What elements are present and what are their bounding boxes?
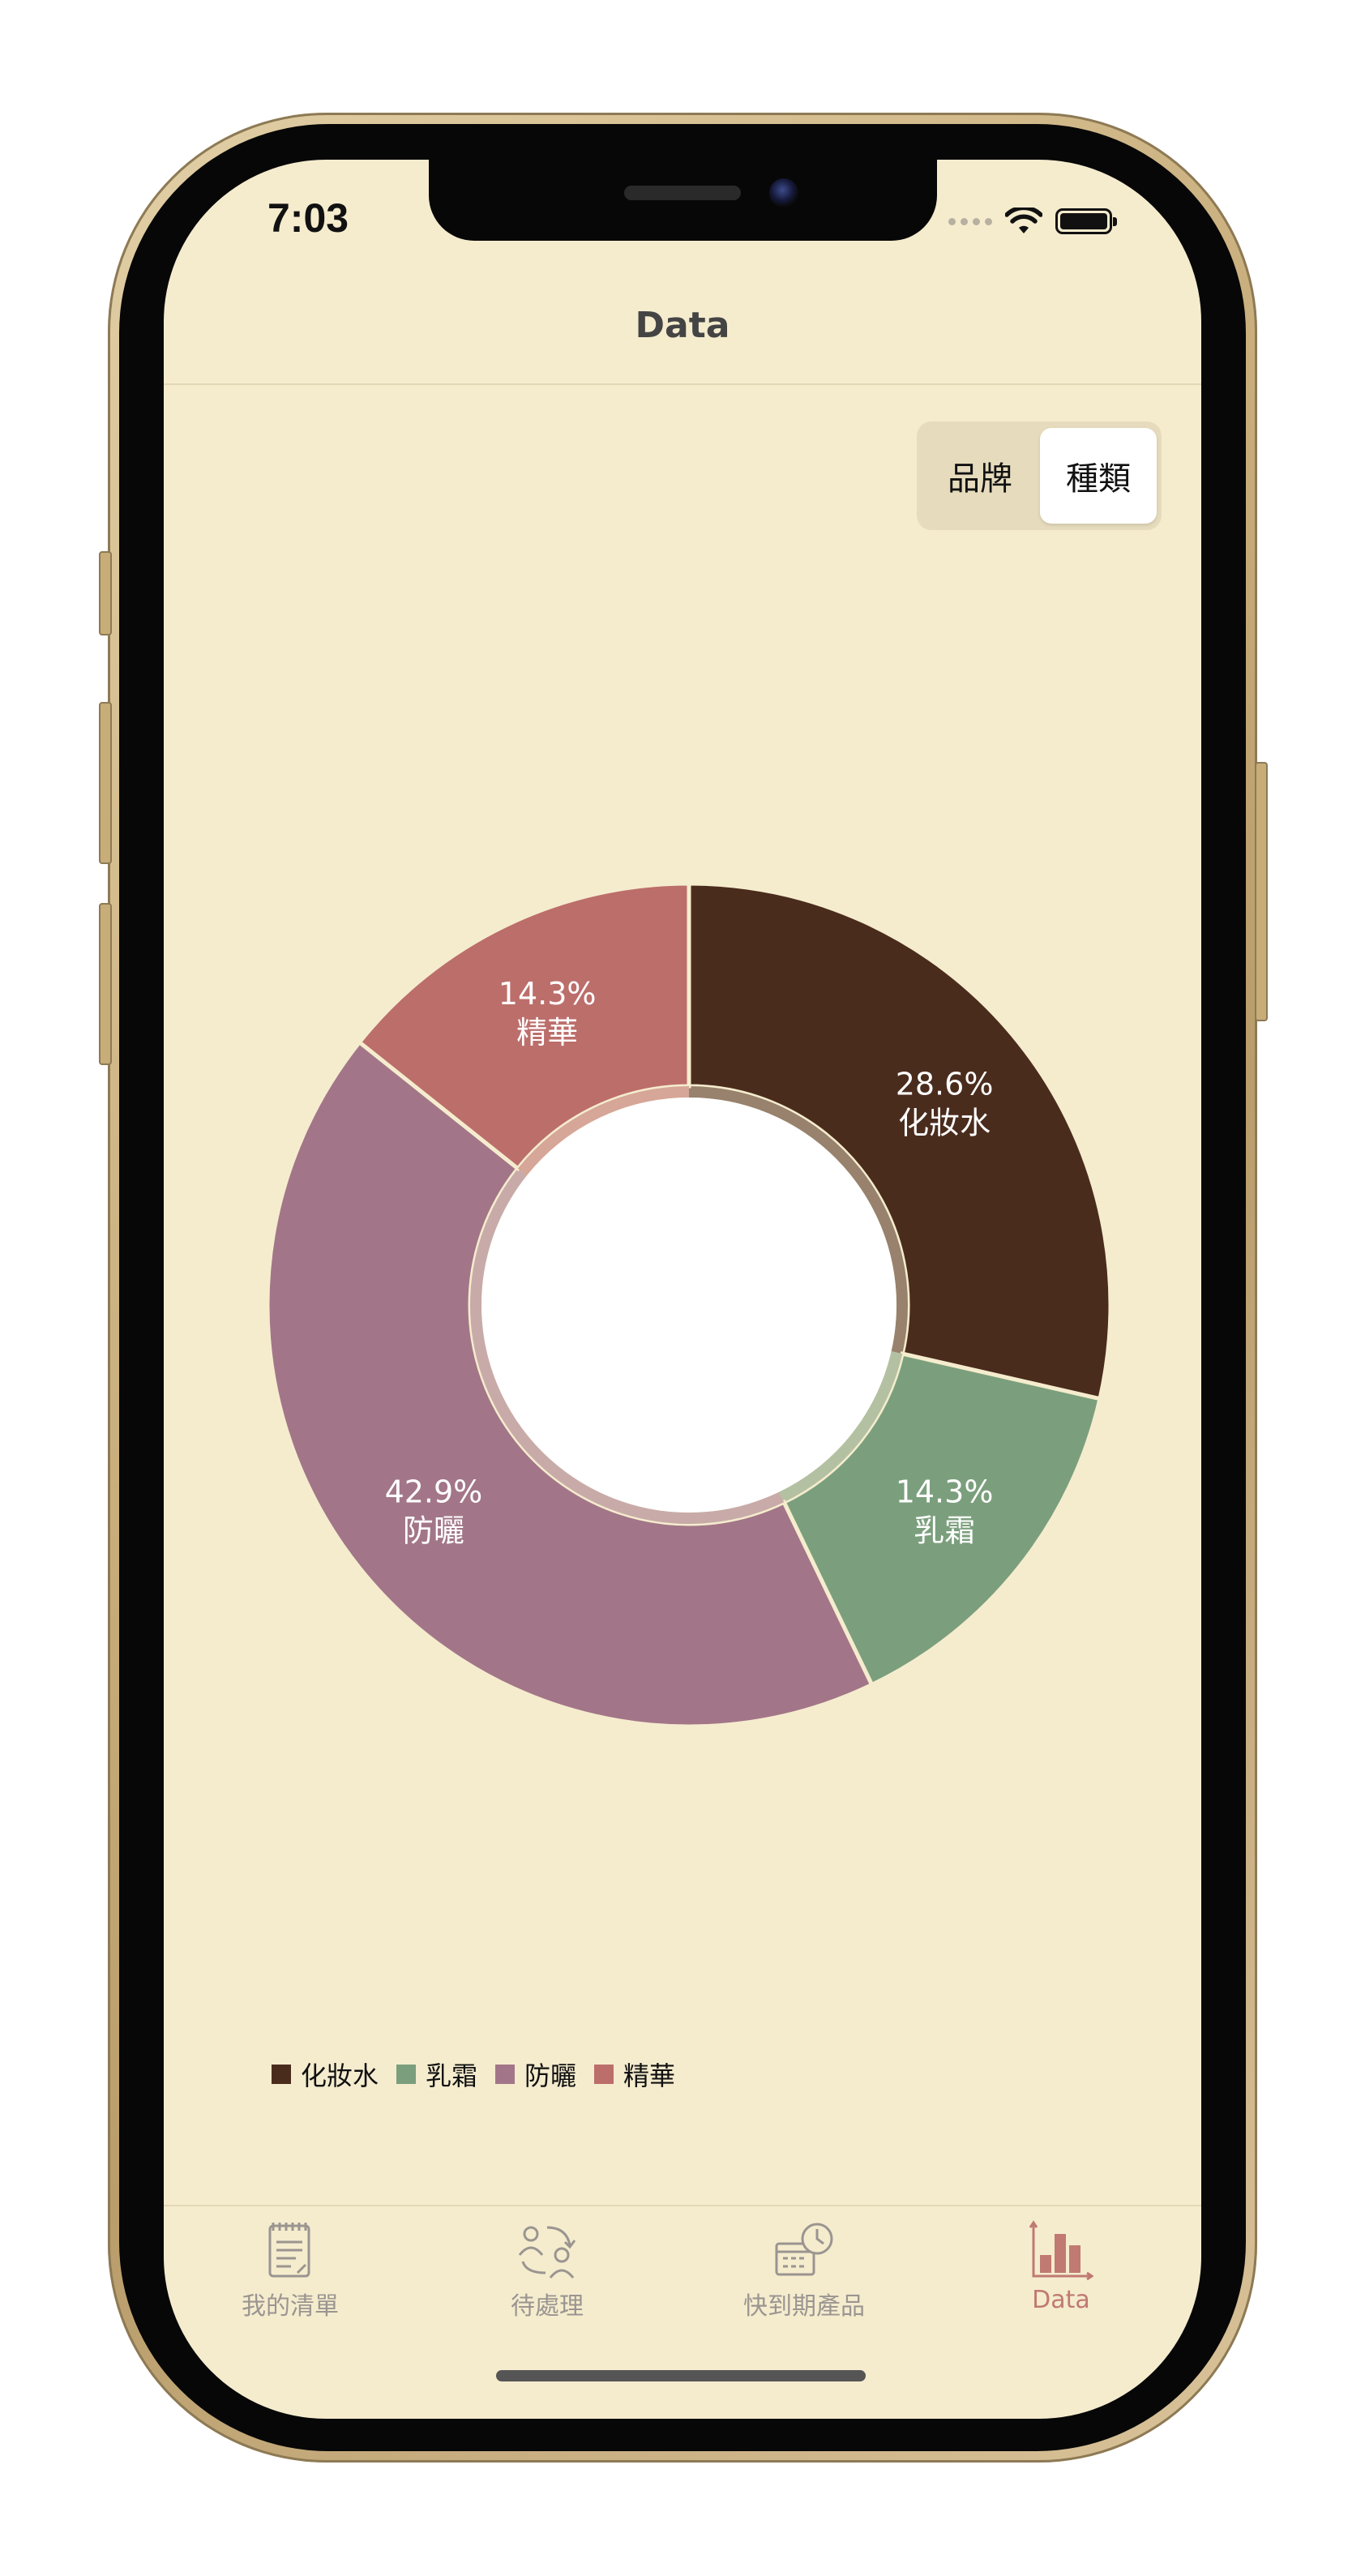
status-time: 7:03 <box>267 195 349 241</box>
checklist-icon <box>268 2223 310 2278</box>
battery-icon <box>1055 208 1117 234</box>
slice-percent-label: 14.3% <box>499 976 597 1012</box>
nav-divider <box>164 383 1201 385</box>
bar-chart-icon <box>1029 2220 1093 2281</box>
status-indicators <box>948 201 1117 242</box>
cellular-signal-icon <box>948 217 992 225</box>
earpiece-speaker <box>624 186 741 200</box>
expiring-calendar-icon <box>775 2223 833 2276</box>
wifi-icon <box>1005 208 1042 233</box>
slice-category-label: 防曬 <box>403 1513 464 1548</box>
slice-percent-label: 28.6% <box>896 1067 994 1102</box>
home-indicator[interactable] <box>496 2370 866 2381</box>
tab-label: 我的清單 <box>242 2292 339 2321</box>
tab-my-list[interactable]: 我的清單 <box>189 2219 392 2321</box>
legend-item: 乳霜 <box>396 2056 477 2093</box>
donut-hole <box>481 1098 896 1513</box>
legend-label: 精華 <box>623 2060 676 2091</box>
slice-category-label: 乳霜 <box>914 1513 975 1548</box>
power-button <box>1255 762 1268 1021</box>
volume-down-button <box>99 903 112 1065</box>
tab-label: 待處理 <box>511 2292 584 2321</box>
segment-brand[interactable]: 品牌 <box>948 460 1012 498</box>
pie-inner-band-serum <box>517 1086 689 1176</box>
chart-legend: 化妝水 乳霜 防曬 精華 <box>272 2056 675 2093</box>
page-title: Data <box>635 305 730 346</box>
legend-label: 乳霜 <box>426 2060 478 2091</box>
pie-inner-band-sunscreen <box>469 1168 785 1524</box>
legend-label: 防曬 <box>524 2060 577 2091</box>
pending-icon <box>518 2226 576 2279</box>
tab-bar-divider <box>164 2205 1201 2206</box>
legend-swatch <box>594 2065 614 2084</box>
notch <box>429 160 937 241</box>
tab-expiring[interactable]: 快到期產品 <box>703 2219 905 2321</box>
legend-item: 精華 <box>594 2056 675 2093</box>
slice-category-label: 化妝水 <box>898 1106 991 1141</box>
segmented-control: 品牌 種類 <box>917 421 1162 530</box>
tab-label: Data <box>1032 2286 1090 2314</box>
mute-switch <box>99 551 112 635</box>
tab-label: 快到期產品 <box>743 2292 865 2321</box>
tab-data[interactable]: Data <box>960 2219 1162 2314</box>
slice-percent-label: 42.9% <box>385 1474 483 1509</box>
legend-label: 化妝水 <box>301 2060 379 2091</box>
slice-percent-label: 14.3% <box>896 1474 994 1509</box>
legend-swatch <box>396 2065 417 2084</box>
pie-inner-band-cream <box>779 1350 903 1503</box>
slice-category-label: 精華 <box>516 1015 578 1051</box>
segment-category[interactable]: 種類 <box>1040 428 1157 524</box>
legend-swatch <box>495 2065 516 2084</box>
legend-swatch <box>272 2065 291 2084</box>
legend-item: 化妝水 <box>272 2056 379 2093</box>
volume-up-button <box>99 702 112 864</box>
legend-item: 防曬 <box>495 2056 576 2093</box>
tab-pending[interactable]: 待處理 <box>446 2219 648 2321</box>
front-camera <box>769 178 798 208</box>
